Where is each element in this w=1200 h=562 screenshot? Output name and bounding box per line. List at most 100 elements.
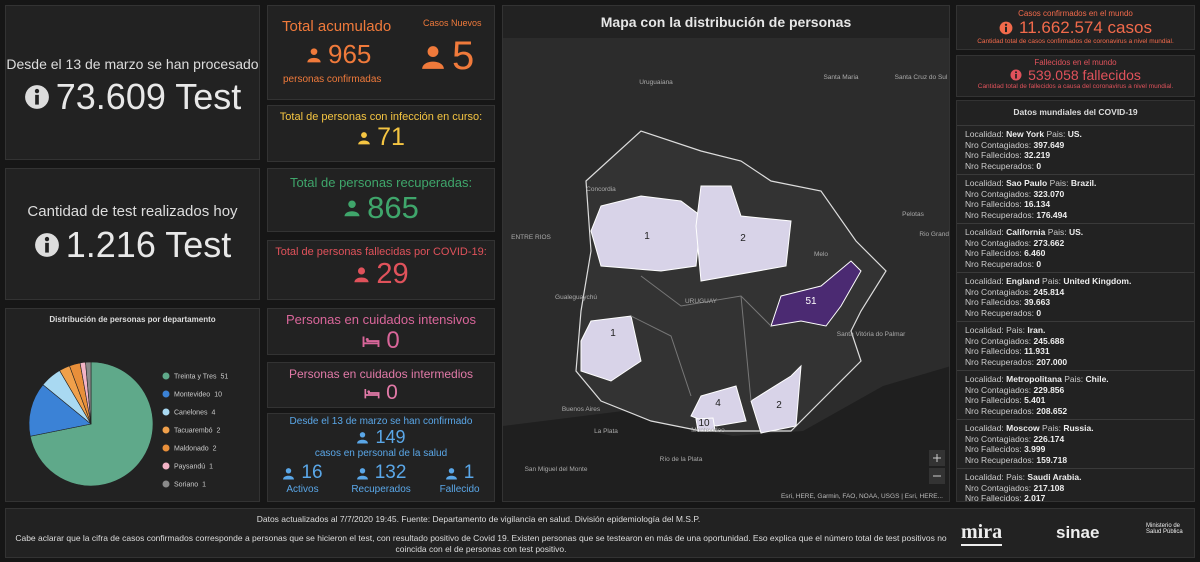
pie-card: Distribución de personas por departament… <box>5 308 260 502</box>
label: Nro Fallecidos: <box>965 493 1022 502</box>
icon <box>282 467 295 480</box>
deaths: 16.134 <box>1024 199 1051 209</box>
icon <box>34 232 60 258</box>
legend-value: 2 <box>213 446 217 453</box>
place-label: URUGUAY <box>685 298 718 305</box>
subtitle: casos en personal de la salud <box>314 448 448 459</box>
label: Localidad: <box>965 374 1004 384</box>
new-value: 5 <box>452 34 475 78</box>
world-entry: Localidad: Metropolitana Pais: Chile. Nro… <box>957 370 1194 419</box>
locality: Moscow <box>1006 423 1040 433</box>
world-entry: Localidad: Pais: Saudi Arabia. Nro Contag… <box>957 468 1194 502</box>
label: Nro Fallecidos: <box>965 150 1022 160</box>
icon-svg <box>307 47 321 62</box>
note: Cantidad total de fallecidos a causa del… <box>977 83 1174 90</box>
entry-deaths: Nro Fallecidos: 39.663 <box>965 297 1186 308</box>
deaths: 2.017 <box>1024 493 1046 502</box>
world-entry: Localidad: Sao Paulo Pais: Brazil. Nro Co… <box>957 174 1194 223</box>
place-label: Gualeguaychú <box>555 294 597 301</box>
title: Total acumulado <box>282 18 392 35</box>
logo-msp: Ministerio de Salud Pública <box>1146 523 1183 535</box>
recovered-card: Total de personas recuperadas: 865 <box>267 168 495 232</box>
icon <box>24 84 50 110</box>
place-label: Buenos Aires <box>562 406 601 413</box>
entry-location: Localidad: New York Pais: US. <box>965 129 1186 140</box>
health-staff-card: Desde el 13 de marzo se han confirmado 1… <box>267 413 495 502</box>
staff-label: Fallecido <box>439 484 480 495</box>
legend-label: Paysandú 1 <box>174 464 213 471</box>
map-attribution: Esri, HERE, Garmin, FAO, NOAA, USGS | Es… <box>781 493 943 500</box>
label: Localidad: <box>965 423 1004 433</box>
entry-recovered: Nro Recuperados: 0 <box>965 308 1186 319</box>
place-label: San Miguel del Monte <box>525 466 588 473</box>
icon-svg <box>362 336 380 347</box>
legend-name: Soriano <box>174 482 198 489</box>
entry-cases: Nro Contagiados: 245.814 <box>965 287 1186 298</box>
legend-name: Paysandú <box>174 464 205 471</box>
label: Nro Recuperados: <box>965 454 1034 465</box>
legend-swatch <box>162 372 170 380</box>
map-title: Mapa con la distribución de personas <box>503 6 949 38</box>
label: Nro Recuperados: <box>965 307 1034 318</box>
department <box>770 260 862 327</box>
legend-swatch <box>162 390 170 398</box>
recovered: 0 <box>1036 160 1042 171</box>
title: Total de personas con infección en curso… <box>279 111 483 123</box>
icon-svg <box>364 389 380 399</box>
region-count: 1 <box>644 231 650 242</box>
place-label: Pelotas <box>902 211 924 218</box>
entry-recovered: Nro Recuperados: 207.000 <box>965 357 1186 368</box>
icon <box>356 431 369 444</box>
entry-location: Localidad: England Pais: United Kingdom. <box>965 276 1186 287</box>
cases: 273.662 <box>1033 237 1065 248</box>
deaths: 39.663 <box>1024 297 1051 307</box>
country: Iran. <box>1027 325 1046 335</box>
entry-cases: Nro Contagiados: 229.856 <box>965 385 1186 396</box>
entry-cases: Nro Contagiados: 226.174 <box>965 434 1186 445</box>
label: Pais: <box>1042 276 1061 286</box>
title: Desde el 13 de marzo se han confirmado <box>289 416 473 427</box>
entry-recovered: Nro Recuperados: 208.652 <box>965 406 1186 417</box>
world-entry: Localidad: Pais: Iran. Nro Contagiados: 2… <box>957 321 1194 370</box>
value: 0 <box>386 381 398 404</box>
label: Pais: <box>1047 227 1067 237</box>
legend-name: Canelones <box>174 410 208 417</box>
label: Nro Contagiados: <box>965 433 1032 444</box>
label: Nro Contagiados: <box>965 286 1032 297</box>
label: Nro Fallecidos: <box>965 297 1022 307</box>
world-deaths-card: Fallecidos en el mundo 539.058 fallecido… <box>956 55 1195 97</box>
place-label: Santa Maria <box>823 74 858 81</box>
legend-name: Maldonado <box>174 446 209 453</box>
legend-swatch <box>162 408 170 416</box>
logo-sinae: sinae <box>1056 523 1100 542</box>
label: Nro Recuperados: <box>965 209 1034 220</box>
label: Cantidad de test realizados hoy <box>27 203 238 220</box>
label: Nro Contagiados: <box>965 482 1032 493</box>
label: Nro Contagiados: <box>965 237 1032 248</box>
staff-label: Recuperados <box>351 484 411 495</box>
value: 1.216 Test <box>65 224 232 265</box>
icon-svg <box>358 131 370 144</box>
deaths: 6.460 <box>1024 248 1046 258</box>
place-label: ENTRE RIOS <box>511 234 551 241</box>
world-cases-card: Casos confirmados en el mundo 11.662.574… <box>956 5 1195 50</box>
tests-total-card: Desde el 13 de marzo se han procesado 73… <box>5 5 260 160</box>
country: Brazil. <box>1070 178 1097 188</box>
updated: Datos actualizados al 7/7/2020 19:45. Fu… <box>256 514 701 524</box>
title: Casos confirmados en el mundo <box>1018 9 1133 18</box>
region-count: 10 <box>698 418 710 429</box>
department <box>690 385 747 427</box>
legend-swatch <box>162 462 170 470</box>
icon-svg <box>354 267 369 283</box>
region-count: 1 <box>610 328 616 339</box>
note: Cantidad total de casos confirmados de c… <box>977 38 1174 45</box>
label: Nro Contagiados: <box>965 139 1032 150</box>
region-count: 4 <box>715 398 721 409</box>
label: Pais: <box>1006 472 1026 482</box>
icon <box>306 47 322 63</box>
icon-svg <box>24 85 49 109</box>
label: Pais: <box>1049 178 1069 188</box>
icon-svg <box>445 467 457 479</box>
legend-value: 1 <box>209 464 213 471</box>
